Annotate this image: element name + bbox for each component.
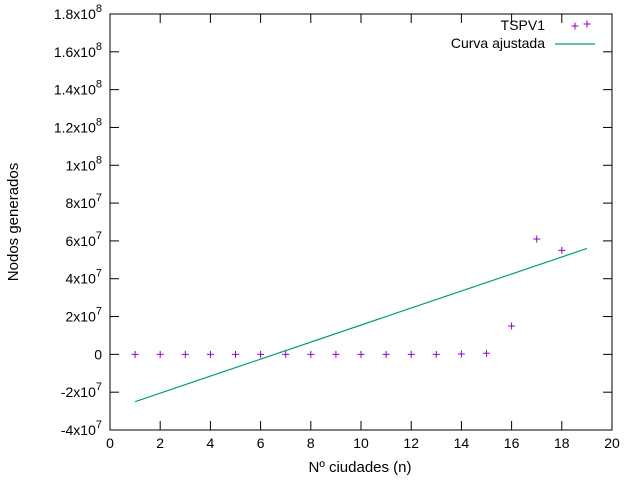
x-tick-label: 16 — [504, 435, 520, 451]
x-tick-label: 10 — [353, 435, 369, 451]
x-tick-label: 0 — [106, 435, 114, 451]
y-tick-label: 6x107 — [66, 230, 102, 249]
x-tick-label: 12 — [403, 435, 419, 451]
data-point — [357, 350, 365, 358]
y-tick-label: -4x107 — [61, 419, 102, 438]
x-tick-label: 4 — [207, 435, 215, 451]
data-point — [206, 350, 214, 358]
y-axis-title: Nodos generados — [5, 163, 22, 281]
y-tick-label: 1.4x108 — [54, 79, 102, 98]
x-tick-label: 20 — [604, 435, 620, 451]
data-point — [508, 322, 516, 330]
data-point — [332, 350, 340, 358]
y-tick-label: 1.2x108 — [54, 116, 102, 135]
x-tick-label: 18 — [554, 435, 570, 451]
data-point — [156, 350, 164, 358]
data-point — [533, 235, 541, 243]
fit-line — [134, 247, 588, 403]
plot-frame — [109, 13, 613, 431]
y-tick-label: 8x107 — [66, 192, 102, 211]
legend-marker — [571, 22, 579, 30]
y-tick-label: 1.6x108 — [54, 41, 102, 60]
data-point — [457, 350, 465, 358]
y-tick-label: 0 — [94, 346, 102, 362]
data-point — [181, 350, 189, 358]
x-axis-title: Nº ciudades (n) — [308, 459, 411, 476]
data-point — [232, 350, 239, 358]
data-point — [432, 350, 440, 358]
data-point — [282, 350, 290, 358]
y-tick-label: 1.8x108 — [54, 3, 102, 22]
y-tick-label: 1x108 — [66, 154, 102, 173]
legend: TSPV1 Curva ajustada — [451, 17, 595, 51]
x-tick-label: 6 — [257, 435, 265, 451]
x-tick-label: 2 — [156, 435, 164, 451]
legend-label: TSPV1 — [501, 17, 546, 33]
legend-label: Curva ajustada — [451, 35, 545, 51]
legend-marker — [583, 20, 591, 28]
data-point — [407, 350, 415, 358]
y-axis: -4x107 -2x107 0 2x107 4x107 6x107 8x107 1x108 1.… — [54, 3, 612, 438]
x-axis: 0 2 4 6 8 10 12 14 16 18 20 — [106, 14, 620, 451]
y-tick-label: 4x107 — [66, 268, 102, 287]
data-point — [131, 350, 139, 358]
data-point — [558, 246, 566, 254]
y-tick-label: -2x107 — [61, 381, 102, 400]
series-layer — [131, 235, 588, 403]
y-tick-label: 2x107 — [66, 306, 102, 325]
data-point — [483, 349, 490, 357]
data-point — [382, 350, 390, 358]
x-tick-label: 8 — [307, 435, 315, 451]
x-tick-label: 14 — [454, 435, 470, 451]
data-point — [307, 350, 315, 358]
data-point — [257, 350, 265, 358]
